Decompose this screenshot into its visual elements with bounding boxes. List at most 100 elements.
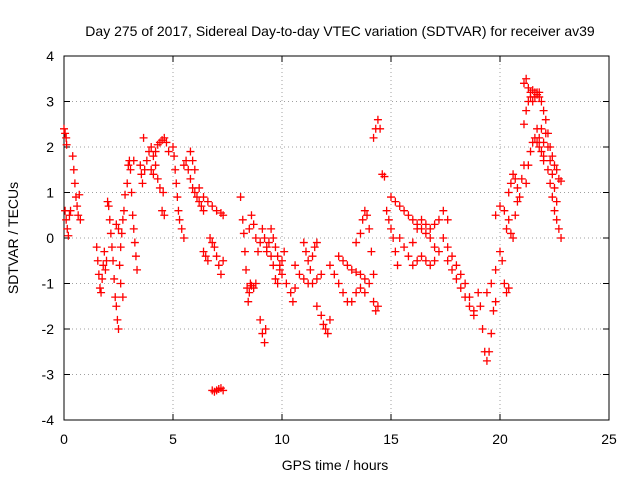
data-point	[426, 261, 435, 270]
data-point	[179, 234, 188, 242]
y-axis-ticks: -4 -3 -2 -1 0 1 2 3 4	[42, 48, 609, 428]
data-point	[113, 315, 122, 324]
data-point	[155, 183, 164, 192]
data-point	[258, 329, 267, 338]
data-point	[395, 234, 404, 242]
data-point	[93, 256, 102, 265]
data-point	[465, 302, 474, 311]
data-point	[552, 165, 561, 174]
data-point	[522, 74, 531, 83]
data-point	[240, 247, 249, 256]
data-point	[469, 311, 478, 320]
data-point	[312, 302, 321, 311]
data-point	[106, 229, 115, 238]
data-point	[275, 261, 284, 270]
data-point	[367, 247, 376, 256]
data-point	[548, 193, 557, 202]
data-point	[408, 261, 417, 270]
data-point	[400, 243, 409, 252]
data-point	[550, 161, 559, 170]
data-point	[269, 234, 278, 242]
data-point	[491, 297, 500, 306]
data-point	[312, 238, 321, 247]
data-point	[112, 220, 121, 229]
data-point	[491, 265, 500, 274]
data-point	[128, 211, 137, 220]
data-point	[491, 211, 500, 220]
data-point	[195, 183, 204, 192]
data-point	[482, 288, 491, 297]
data-point	[299, 238, 308, 247]
data-point	[443, 215, 452, 224]
data-point	[179, 161, 188, 170]
data-point	[323, 329, 332, 338]
data-point	[474, 288, 483, 297]
data-point	[126, 165, 135, 174]
data-point	[219, 211, 228, 220]
data-point	[373, 302, 382, 311]
data-point	[299, 274, 308, 283]
data-point	[273, 279, 282, 288]
data-point	[63, 224, 72, 233]
data-point	[557, 177, 566, 186]
data-point	[554, 224, 563, 233]
data-point	[356, 284, 365, 293]
data-point	[109, 256, 118, 265]
data-point	[387, 193, 395, 202]
data-point	[317, 270, 326, 279]
data-point	[65, 211, 74, 220]
data-point	[519, 120, 528, 129]
x-tick-label: 10	[274, 431, 290, 447]
data-point	[489, 306, 498, 315]
data-point	[360, 274, 369, 283]
data-point	[70, 179, 79, 188]
data-point	[216, 270, 225, 279]
data-point	[278, 270, 286, 279]
data-point	[123, 179, 132, 188]
data-point	[114, 224, 123, 233]
data-point	[539, 106, 548, 115]
data-point	[391, 247, 400, 256]
data-point	[443, 243, 452, 252]
data-point	[61, 129, 70, 138]
data-point	[147, 143, 156, 151]
data-point	[347, 265, 356, 274]
x-axis-label: GPS time / hours	[282, 457, 389, 473]
data-point	[114, 325, 123, 333]
data-point	[124, 161, 133, 170]
data-point	[515, 193, 524, 202]
y-tick-label: 3	[46, 94, 54, 110]
data-point	[546, 156, 555, 165]
data-point	[421, 256, 430, 265]
data-point	[487, 329, 496, 338]
data-point	[543, 129, 552, 138]
data-point	[426, 224, 435, 233]
data-point	[254, 247, 263, 256]
data-point	[539, 138, 548, 147]
data-point	[69, 165, 78, 174]
data-point	[535, 88, 544, 97]
data-point	[267, 224, 276, 233]
data-point	[339, 256, 348, 265]
data-point	[142, 156, 151, 165]
data-point	[439, 206, 448, 215]
data-point	[105, 215, 114, 224]
data-point	[73, 202, 82, 211]
data-point	[304, 256, 313, 265]
data-point	[535, 133, 544, 142]
y-tick-label: -3	[42, 367, 55, 383]
data-point	[147, 165, 156, 174]
data-point	[117, 229, 126, 238]
data-point	[352, 288, 361, 297]
data-point	[256, 315, 265, 324]
data-point	[500, 206, 509, 215]
data-point	[365, 224, 374, 233]
data-point	[162, 138, 171, 147]
data-point	[408, 215, 417, 224]
data-point	[369, 270, 378, 279]
y-tick-label: 0	[46, 230, 54, 246]
y-axis-label: SDTVAR / TECUs	[5, 182, 21, 294]
data-point	[261, 325, 270, 333]
data-point	[121, 190, 130, 199]
data-point	[173, 193, 182, 202]
